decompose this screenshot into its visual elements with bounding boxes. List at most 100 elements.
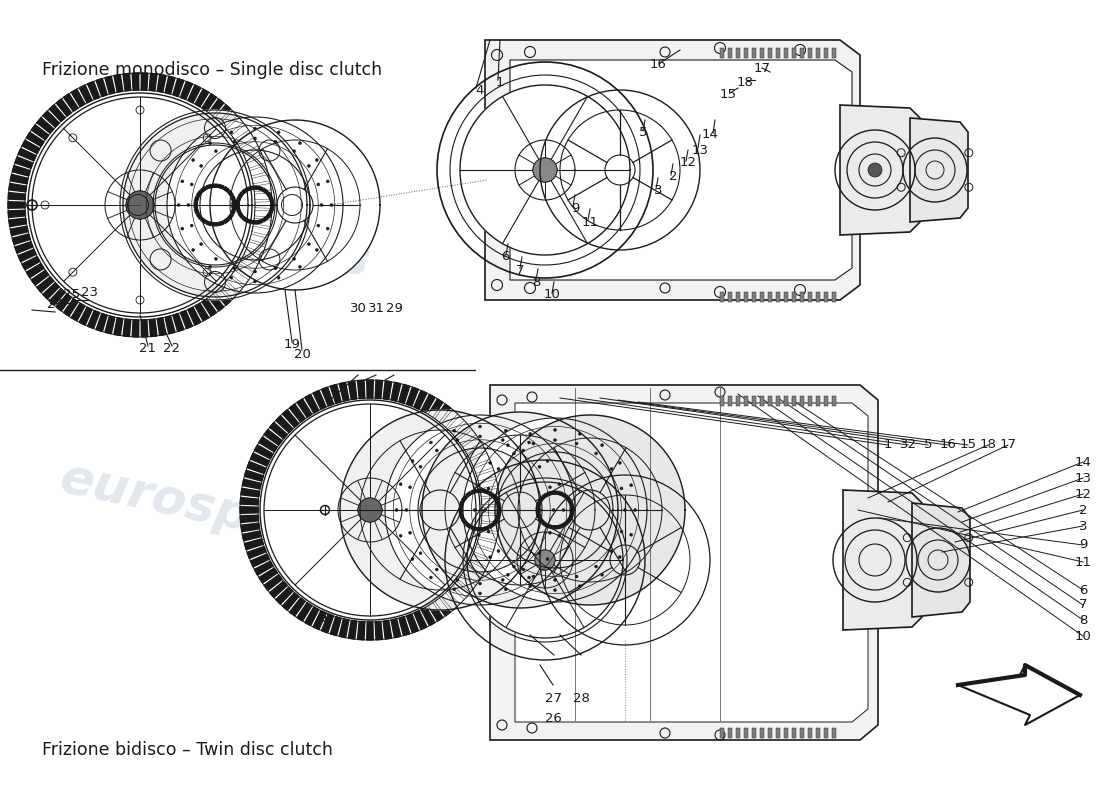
Bar <box>784 292 788 302</box>
Polygon shape <box>104 316 114 334</box>
Polygon shape <box>407 387 418 406</box>
Circle shape <box>191 249 195 251</box>
Circle shape <box>320 203 323 206</box>
Polygon shape <box>246 219 252 224</box>
Circle shape <box>601 574 604 576</box>
Polygon shape <box>8 193 25 200</box>
Polygon shape <box>104 76 114 94</box>
Polygon shape <box>246 186 252 190</box>
Circle shape <box>190 183 194 186</box>
Polygon shape <box>31 125 48 140</box>
Polygon shape <box>263 217 268 222</box>
Text: 29: 29 <box>386 302 403 314</box>
Polygon shape <box>264 575 282 590</box>
Polygon shape <box>253 186 257 189</box>
Polygon shape <box>248 157 265 168</box>
Polygon shape <box>563 494 568 498</box>
Polygon shape <box>195 202 197 208</box>
Circle shape <box>277 276 280 279</box>
Polygon shape <box>240 515 258 522</box>
Circle shape <box>293 150 296 153</box>
Circle shape <box>191 158 195 162</box>
Polygon shape <box>228 214 233 219</box>
Circle shape <box>253 127 256 130</box>
Polygon shape <box>32 97 248 313</box>
Polygon shape <box>254 193 272 200</box>
Polygon shape <box>254 210 272 218</box>
Polygon shape <box>188 85 200 103</box>
Circle shape <box>298 266 301 268</box>
Text: 15: 15 <box>959 438 977 451</box>
Polygon shape <box>242 479 261 489</box>
Text: 30: 30 <box>350 302 366 314</box>
Polygon shape <box>339 382 349 401</box>
Polygon shape <box>9 183 26 192</box>
Circle shape <box>187 203 190 206</box>
Polygon shape <box>468 482 623 638</box>
Bar <box>760 728 764 738</box>
Polygon shape <box>157 74 166 92</box>
Circle shape <box>327 180 329 183</box>
Polygon shape <box>30 95 250 315</box>
Circle shape <box>298 142 301 145</box>
Circle shape <box>579 432 581 435</box>
Polygon shape <box>441 593 458 610</box>
Bar <box>784 48 788 58</box>
Polygon shape <box>538 497 543 502</box>
Text: eurospares: eurospares <box>520 184 839 296</box>
Text: 3: 3 <box>1079 519 1087 533</box>
Polygon shape <box>197 190 202 196</box>
Circle shape <box>629 534 632 536</box>
Bar <box>792 48 796 58</box>
Text: eurospares: eurospares <box>55 174 374 286</box>
Circle shape <box>190 224 194 227</box>
Polygon shape <box>264 430 282 445</box>
Polygon shape <box>123 319 131 337</box>
Text: 14: 14 <box>1075 455 1091 469</box>
Polygon shape <box>477 528 483 531</box>
Polygon shape <box>248 462 266 474</box>
Polygon shape <box>258 437 277 452</box>
Polygon shape <box>195 303 209 321</box>
Bar <box>832 48 836 58</box>
Circle shape <box>307 242 310 246</box>
Bar <box>728 292 732 302</box>
Circle shape <box>293 258 296 260</box>
Circle shape <box>532 575 535 578</box>
Text: 11: 11 <box>582 215 598 229</box>
Polygon shape <box>460 501 464 506</box>
Polygon shape <box>252 226 270 235</box>
Circle shape <box>408 486 411 489</box>
Circle shape <box>411 558 414 561</box>
Bar <box>808 396 812 406</box>
Circle shape <box>610 467 613 470</box>
Polygon shape <box>276 587 293 604</box>
Circle shape <box>620 530 623 533</box>
Bar <box>744 48 748 58</box>
Polygon shape <box>165 76 175 94</box>
Polygon shape <box>236 197 241 202</box>
Polygon shape <box>459 507 462 513</box>
Polygon shape <box>219 222 224 226</box>
Circle shape <box>488 555 492 558</box>
Text: 17: 17 <box>1000 438 1016 451</box>
Circle shape <box>546 459 549 462</box>
Polygon shape <box>321 387 333 406</box>
Polygon shape <box>428 399 443 418</box>
Polygon shape <box>240 257 258 270</box>
Polygon shape <box>570 502 574 507</box>
Polygon shape <box>547 491 552 495</box>
Polygon shape <box>358 622 365 640</box>
Polygon shape <box>36 118 54 134</box>
Polygon shape <box>414 610 427 630</box>
Polygon shape <box>330 384 341 403</box>
Bar <box>736 728 740 738</box>
Polygon shape <box>15 157 33 168</box>
Polygon shape <box>453 422 471 438</box>
Polygon shape <box>510 60 852 280</box>
Polygon shape <box>79 307 92 325</box>
Text: 23: 23 <box>81 286 99 298</box>
Polygon shape <box>56 99 72 116</box>
Polygon shape <box>558 525 563 529</box>
Text: eurospares: eurospares <box>55 454 374 566</box>
